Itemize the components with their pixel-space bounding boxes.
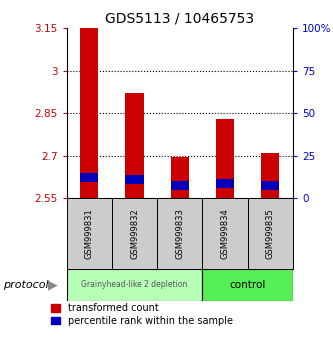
- Bar: [126, 93, 144, 198]
- FancyBboxPatch shape: [248, 198, 293, 269]
- Text: control: control: [229, 280, 266, 290]
- Title: GDS5113 / 10465753: GDS5113 / 10465753: [105, 12, 254, 26]
- FancyBboxPatch shape: [67, 269, 202, 301]
- Bar: [171, 181, 189, 190]
- Text: GSM999835: GSM999835: [266, 208, 275, 259]
- Text: protocol: protocol: [3, 280, 49, 290]
- Text: Grainyhead-like 2 depletion: Grainyhead-like 2 depletion: [81, 280, 188, 290]
- FancyBboxPatch shape: [67, 198, 112, 269]
- Text: GSM999832: GSM999832: [130, 208, 139, 259]
- FancyBboxPatch shape: [202, 198, 248, 269]
- Bar: [80, 28, 98, 198]
- FancyBboxPatch shape: [157, 198, 202, 269]
- Legend: transformed count, percentile rank within the sample: transformed count, percentile rank withi…: [52, 303, 233, 326]
- FancyBboxPatch shape: [202, 269, 293, 301]
- Text: GSM999833: GSM999833: [175, 208, 184, 259]
- Bar: [171, 157, 189, 198]
- Text: ▶: ▶: [48, 279, 58, 291]
- Bar: [80, 173, 98, 182]
- Bar: [261, 153, 279, 198]
- Bar: [216, 179, 234, 188]
- Bar: [261, 181, 279, 190]
- Bar: [126, 175, 144, 184]
- Bar: [216, 119, 234, 198]
- Text: GSM999834: GSM999834: [220, 208, 230, 259]
- Text: GSM999831: GSM999831: [85, 208, 94, 259]
- FancyBboxPatch shape: [112, 198, 157, 269]
